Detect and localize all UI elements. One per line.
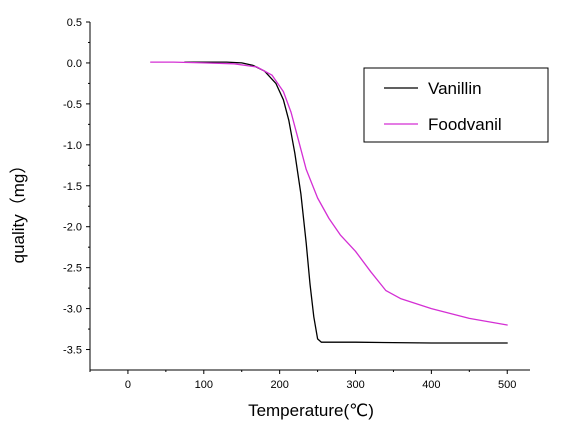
x-tick-label: 100 (195, 379, 213, 391)
y-tick-label: -1.5 (63, 181, 82, 193)
legend-label: Vanillin (428, 79, 482, 98)
series-line-vanillin (184, 61, 508, 344)
series-line-foodvanil (150, 61, 508, 326)
legend: Vanillin Foodvanil (363, 67, 549, 143)
x-tick-label: 300 (346, 379, 364, 391)
x-axis: 0 100 200 300 400 500 (89, 369, 530, 391)
y-tick-label: -3.0 (63, 304, 82, 316)
x-axis-title: Temperature(℃) (248, 401, 374, 420)
legend-label: Foodvanil (428, 115, 502, 134)
y-tick-label: -2.0 (63, 222, 82, 234)
series-layer (150, 61, 508, 344)
x-tick-label: 500 (498, 379, 516, 391)
y-tick-label: -3.5 (63, 345, 82, 357)
x-tick-label: 0 (125, 379, 131, 391)
y-tick-label: -2.5 (63, 263, 82, 275)
y-tick-label: -0.5 (63, 99, 82, 111)
legend-box (363, 67, 549, 143)
y-axis: 0.5 0.0 -0.5 -1.0 -1.5 -2.0 -2.5 -3.0 -3.5 (63, 17, 91, 370)
y-tick-label: -1.0 (63, 140, 82, 152)
y-tick-label: 0.5 (67, 17, 82, 29)
x-tick-label: 400 (422, 379, 440, 391)
y-tick-label: 0.0 (67, 58, 82, 70)
y-axis-title: quality（mg） (9, 157, 28, 264)
x-tick-label: 200 (270, 379, 288, 391)
